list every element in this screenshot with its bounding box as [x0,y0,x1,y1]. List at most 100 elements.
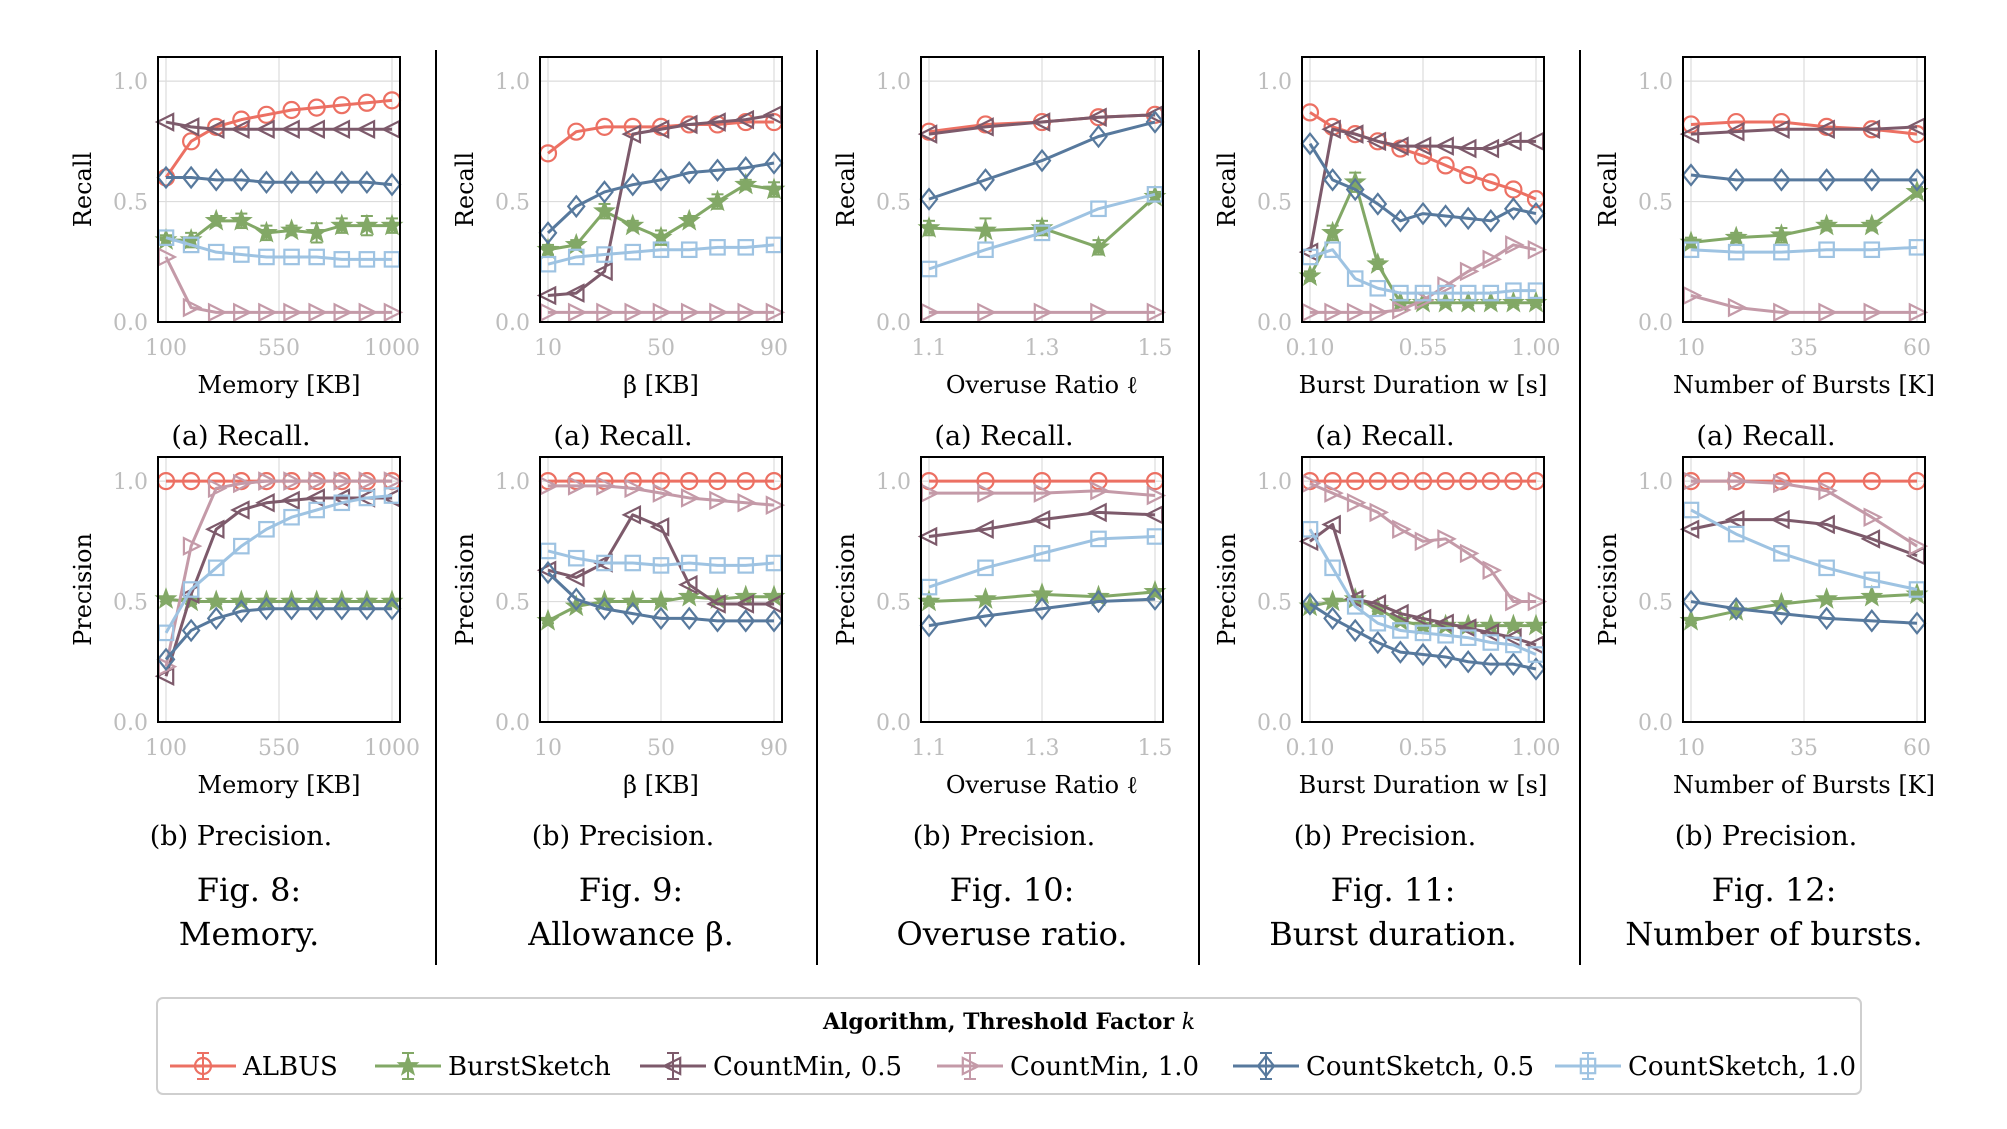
plot-frame [1682,456,1926,723]
x-tick-label: 60 [1903,336,1931,361]
data-point [977,483,997,503]
data-point [233,473,253,494]
data-point [1907,168,1927,192]
series-line [166,175,393,187]
data-point [357,93,376,112]
data-point [1863,571,1881,589]
data-point [332,170,352,195]
data-point [680,488,701,508]
series-countmin-1-0 [920,302,1167,323]
panel-fig-11-precision: 0.10 0.55 1.00 0.0 0.5 1.0 Burst Duration w [s… [1213,456,1561,953]
data-point [1727,525,1745,543]
data-point [305,220,329,243]
data-point [1436,645,1456,669]
data-point [204,589,228,612]
y-tick-label: 0.0 [495,711,530,736]
series-line [164,607,392,661]
series-line [928,113,1156,136]
data-point [567,476,588,496]
data-point [596,554,613,572]
series-countsketch-1-0 [1682,501,1926,598]
series-line [165,236,392,261]
subcaption: (b) Precision. [1675,821,1857,852]
data-point [280,589,304,612]
data-point [156,647,176,672]
data-point [258,520,275,538]
data-point [207,302,228,323]
figure-number: Fig. 11: [1331,871,1456,909]
data-point [308,471,328,491]
y-tick-label: 1.0 [1257,470,1292,495]
data-point [1479,138,1500,159]
data-point [1681,589,1701,614]
panel-fig-9-precision: 10 50 90 0.0 0.5 1.0 β [KB] Precision (b) Precis… [451,456,788,953]
data-point [233,302,253,323]
data-point [1771,168,1791,192]
data-point [1481,652,1501,676]
data-point [764,609,784,633]
data-point [280,218,304,241]
data-point [255,492,275,513]
y-tick-label: 1.0 [495,470,530,495]
y-tick-label: 0.5 [1638,591,1673,616]
data-point [567,549,585,567]
y-axis-label: Precision [832,533,860,646]
data-point [1908,536,1929,556]
data-point [737,557,755,574]
x-axis-label: Overuse Ratio ℓ [946,371,1138,399]
data-point [1345,177,1365,202]
y-tick-label: 1.0 [113,470,148,495]
x-tick-label: 0.55 [1399,736,1448,761]
data-point [1818,480,1838,501]
data-point [380,589,404,612]
data-point [383,302,404,323]
x-tick-label: 35 [1790,736,1818,761]
data-point [206,606,226,631]
x-axis-label: β [KB] [623,771,699,799]
y-axis-label: Recall [1213,152,1241,227]
subcaption: (a) Recall. [934,421,1073,452]
y-tick-label: 0.5 [495,191,530,216]
data-point [1323,606,1343,631]
series-line [166,219,392,242]
data-point [307,170,327,195]
x-axis-label: Number of Bursts [K] [1673,371,1935,399]
series-countmin-1-0 [157,247,404,323]
data-point [206,168,226,192]
data-point [333,302,354,323]
x-tick-label: 0.55 [1399,336,1448,361]
data-point [332,96,351,115]
data-point [307,98,326,117]
data-point [764,151,784,175]
data-point [536,608,560,631]
data-point [624,554,642,572]
data-point [1089,471,1108,491]
data-point [1501,613,1525,636]
data-point [709,490,729,511]
data-point [1482,634,1500,651]
legend-label: BurstSketch [448,1052,611,1082]
legend-label: CountSketch, 0.5 [1306,1052,1534,1082]
x-tick-label: 1.00 [1512,336,1561,361]
data-point [567,248,585,266]
data-point [1346,471,1365,491]
data-point [765,302,786,323]
data-point [1727,112,1746,132]
data-point [1366,594,1387,614]
y-tick-label: 1.0 [495,70,530,95]
y-tick-label: 0.0 [876,711,911,736]
y-tick-label: 1.0 [1638,470,1673,495]
data-point [1090,200,1107,218]
data-point [1817,606,1837,631]
data-point [1368,471,1387,491]
x-tick-label: 1.00 [1512,736,1561,761]
series-line [547,549,775,567]
series-countsketch-1-0 [539,236,783,273]
data-point [1505,282,1522,299]
plot-frame [920,56,1164,323]
data-point [621,505,642,525]
data-point [677,114,698,135]
series-burstsketch [536,172,786,260]
data-point [380,213,404,236]
y-axis-label: Recall [69,152,97,227]
